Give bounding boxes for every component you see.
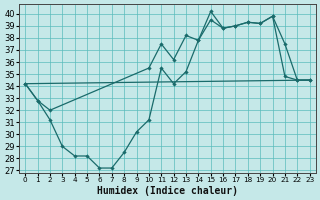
X-axis label: Humidex (Indice chaleur): Humidex (Indice chaleur) xyxy=(97,186,238,196)
